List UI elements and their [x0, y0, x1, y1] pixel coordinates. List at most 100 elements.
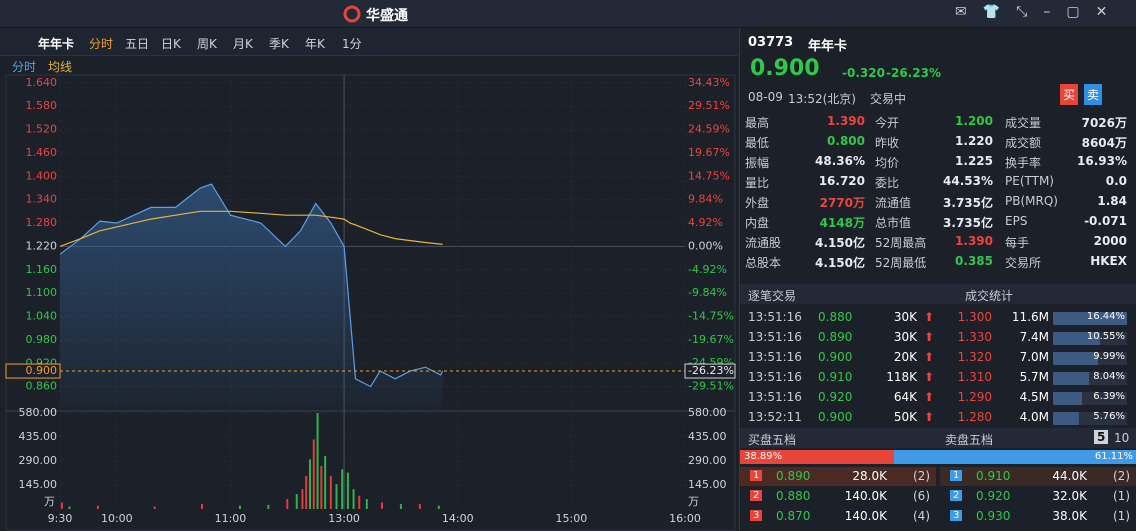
- buy-button[interactable]: 买: [1060, 84, 1079, 105]
- volume-bar: [312, 439, 315, 509]
- stat-value: 1.390: [955, 234, 993, 248]
- trade-arrow: ⬆: [924, 370, 935, 384]
- period-tab[interactable]: 季K: [269, 37, 289, 51]
- book-volume: 28.0K: [852, 469, 887, 483]
- x-tick-label: 13:00: [328, 512, 360, 525]
- y2-tick-label: 29.51%: [688, 99, 730, 112]
- stock-name: 年年卡: [38, 37, 75, 51]
- volume-bar: [329, 475, 332, 509]
- sell-button[interactable]: 卖: [1084, 84, 1103, 105]
- stat-label: 外盘: [745, 196, 770, 210]
- stat-value: 16.93%: [1077, 154, 1127, 168]
- volume-bar: [295, 494, 298, 509]
- volume-bar: [96, 505, 99, 509]
- book-price: 0.880: [776, 489, 811, 503]
- depth-5[interactable]: 5: [1094, 430, 1109, 444]
- period-tab[interactable]: 五日: [125, 37, 150, 51]
- trade-time: 13:51:16: [748, 370, 802, 384]
- stat-value: 44.53%: [943, 174, 993, 188]
- stat-bar: [1053, 412, 1079, 425]
- book-orders: (2): [1113, 469, 1130, 483]
- stat-value: 4.150亿: [815, 236, 865, 250]
- volume-bar: [341, 469, 344, 509]
- trade-price: 0.900: [818, 350, 853, 364]
- legend-item: 分时: [12, 60, 37, 74]
- volume-tick-label-right: 435.00: [688, 430, 727, 443]
- logo-icon: [343, 5, 361, 23]
- stat-volume: 7.0M: [1019, 350, 1049, 364]
- last-price-label: 0.900: [26, 364, 58, 377]
- trades-header: [740, 284, 1136, 304]
- book-volume: 140.0K: [844, 509, 887, 523]
- volume-bar: [335, 484, 338, 509]
- trade-price: 0.910: [818, 370, 853, 384]
- y2-tick-label: 24.59%: [688, 123, 730, 136]
- stat-label: 每手: [1005, 236, 1030, 250]
- stat-pct: 16.44%: [1086, 311, 1125, 322]
- book-level: 1: [750, 470, 763, 481]
- x-tick-label: 14:00: [442, 512, 474, 525]
- book-volume: 44.0K: [1052, 469, 1087, 483]
- book-level: 3: [950, 510, 963, 521]
- period-tab[interactable]: 日K: [161, 37, 181, 51]
- x-tick-label: 9:30: [48, 512, 73, 525]
- trade-volume: 30K: [893, 310, 917, 324]
- stat-label: 均价: [875, 156, 900, 170]
- stat-volume: 5.7M: [1019, 370, 1049, 384]
- stat-value: 0.800: [827, 134, 865, 148]
- volume-bar: [380, 502, 383, 509]
- y2-tick-label: 19.67%: [688, 146, 730, 159]
- y2-tick-label: 14.75%: [688, 169, 730, 182]
- stat-pct: 9.99%: [1093, 351, 1125, 362]
- stat-price: 1.330: [957, 330, 992, 344]
- stat-label: 52周最低: [875, 256, 927, 270]
- stat-volume: 11.6M: [1011, 310, 1049, 324]
- book-row-bg: [740, 467, 936, 486]
- period-tab[interactable]: 分时: [89, 37, 114, 51]
- book-orders: (1): [1113, 489, 1130, 503]
- y2-tick-label: 0.00%: [688, 239, 723, 252]
- y2-tick-label: -29.51%: [688, 380, 734, 393]
- volume-bar: [309, 459, 311, 509]
- ask-title: 卖盘五档: [945, 433, 994, 447]
- stats-title: 成交统计: [965, 289, 1014, 303]
- period-tab[interactable]: 周K: [197, 37, 217, 51]
- period-tab[interactable]: 年K: [305, 37, 325, 51]
- depth-10[interactable]: 10: [1114, 431, 1130, 445]
- trade-volume: 64K: [893, 390, 917, 404]
- trade-price: 0.900: [818, 410, 853, 424]
- quote-panel: 03773 年年卡 0.900 -0.320 -26.23% 08-09 13:52(北京)…: [739, 28, 1136, 531]
- interval-select[interactable]: 1分: [342, 37, 362, 51]
- book-level: 3: [750, 510, 763, 521]
- window-controls[interactable]: ✉👕⤡–▢✕: [955, 4, 1124, 20]
- y-tick-label: 1.460: [26, 146, 58, 159]
- volume-bar: [68, 506, 71, 509]
- book-orders: (1): [1113, 509, 1130, 523]
- stat-pct: 10.55%: [1086, 331, 1125, 342]
- stat-volume: 4.0M: [1019, 410, 1049, 424]
- y2-tick-label: -14.75%: [688, 309, 734, 322]
- stat-value: 0.0: [1105, 174, 1127, 188]
- last-pct-label: -26.23%: [688, 364, 734, 377]
- y-tick-label: 1.100: [26, 286, 58, 299]
- trade-arrow: ⬆: [924, 350, 935, 364]
- stat-value: 1.390: [827, 114, 865, 128]
- stat-bar: [1053, 312, 1127, 325]
- stat-value: 1.220: [955, 134, 993, 148]
- stat-value: 1.200: [955, 114, 993, 128]
- toolbar-bg: [0, 28, 738, 56]
- volume-unit: 万: [44, 495, 55, 508]
- stat-label: 交易所: [1005, 256, 1042, 270]
- period-tab[interactable]: 月K: [233, 37, 253, 51]
- stat-label: PB(MRQ): [1005, 194, 1058, 208]
- bid-ratio-bar: [740, 450, 895, 464]
- stat-label: 最高: [745, 116, 770, 130]
- stat-label: 今开: [875, 116, 900, 130]
- stock-name: 年年卡: [808, 39, 848, 54]
- y2-tick-label: 34.43%: [688, 76, 730, 89]
- stat-price: 1.280: [957, 410, 992, 424]
- volume-bar: [238, 505, 241, 509]
- trade-price: 0.890: [818, 330, 853, 344]
- book-orders: (6): [913, 489, 930, 503]
